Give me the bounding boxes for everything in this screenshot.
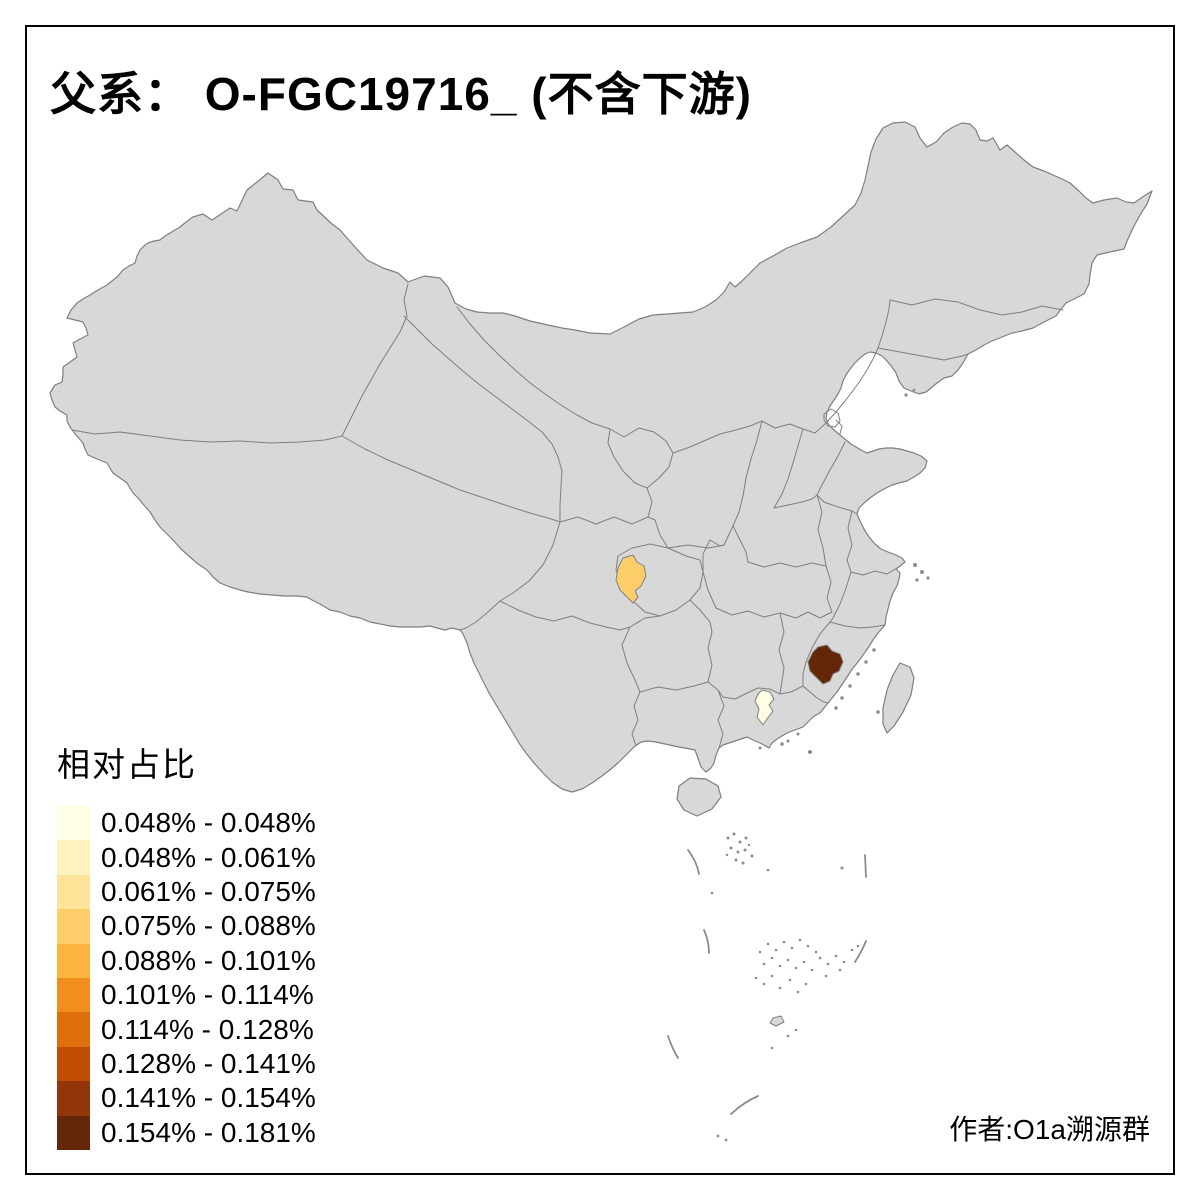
legend-item: 0.088% - 0.101% bbox=[57, 943, 316, 978]
islands bbox=[676, 388, 930, 817]
coastal-islands bbox=[758, 388, 930, 754]
china-mainland bbox=[49, 121, 1153, 793]
legend-item: 0.075% - 0.088% bbox=[57, 909, 316, 944]
highlight-southwest-region bbox=[615, 554, 647, 604]
province-borders bbox=[71, 283, 1064, 749]
legend-label: 0.061% - 0.075% bbox=[101, 875, 316, 907]
legend-item: 0.048% - 0.061% bbox=[57, 840, 316, 875]
author-credit: 作者:O1a溯源群 bbox=[949, 1114, 1150, 1145]
taiwan-island bbox=[882, 662, 915, 734]
legend-label: 0.048% - 0.048% bbox=[101, 807, 316, 839]
legend-items: 0.048% - 0.048% 0.048% - 0.061% 0.061% - 0… bbox=[57, 806, 316, 1150]
south-china-sea-islands bbox=[710, 832, 860, 1142]
map-title: 父系： O-FGC19716_ (不含下游) bbox=[50, 68, 752, 120]
legend-label: 0.101% - 0.114% bbox=[101, 979, 314, 1011]
legend-label: 0.075% - 0.088% bbox=[101, 910, 316, 942]
legend-swatch bbox=[57, 909, 90, 944]
legend-item: 0.061% - 0.075% bbox=[57, 874, 316, 910]
legend-item: 0.101% - 0.114% bbox=[57, 977, 316, 1013]
highlight-central-guangdong-region bbox=[754, 689, 775, 726]
legend-label: 0.154% - 0.181% bbox=[101, 1116, 316, 1148]
nine-dash-line-segments bbox=[667, 849, 867, 1115]
legend-swatch bbox=[57, 943, 90, 978]
legend-label: 0.048% - 0.061% bbox=[101, 841, 316, 873]
legend-item: 0.114% - 0.128% bbox=[57, 1012, 316, 1047]
legend-swatch bbox=[57, 1115, 90, 1150]
legend-swatch bbox=[57, 806, 90, 841]
hainan-island bbox=[676, 777, 722, 817]
legend-swatch bbox=[57, 1012, 90, 1047]
legend-item: 0.141% - 0.154% bbox=[57, 1081, 316, 1116]
highlighted-regions bbox=[615, 554, 844, 726]
legend-swatch bbox=[57, 1081, 90, 1116]
itu-aba-islet bbox=[769, 1015, 785, 1027]
legend-swatch bbox=[57, 874, 90, 910]
legend-swatch bbox=[57, 1046, 90, 1082]
highlight-west-fujian-region bbox=[807, 644, 844, 685]
legend-swatch bbox=[57, 840, 90, 875]
legend-label: 0.141% - 0.154% bbox=[101, 1082, 316, 1114]
legend-label: 0.088% - 0.101% bbox=[101, 944, 316, 976]
legend-label: 0.128% - 0.141% bbox=[101, 1047, 316, 1079]
legend-item: 0.154% - 0.181% bbox=[57, 1115, 316, 1150]
legend-item: 0.128% - 0.141% bbox=[57, 1046, 316, 1082]
legend-label: 0.114% - 0.128% bbox=[101, 1013, 314, 1045]
legend: 相对占比 0.048% - 0.048% 0.048% - 0.061% 0.061… bbox=[57, 748, 316, 1150]
legend-item: 0.048% - 0.048% bbox=[57, 806, 316, 841]
legend-swatch bbox=[57, 977, 90, 1013]
legend-title: 相对占比 bbox=[57, 746, 197, 783]
